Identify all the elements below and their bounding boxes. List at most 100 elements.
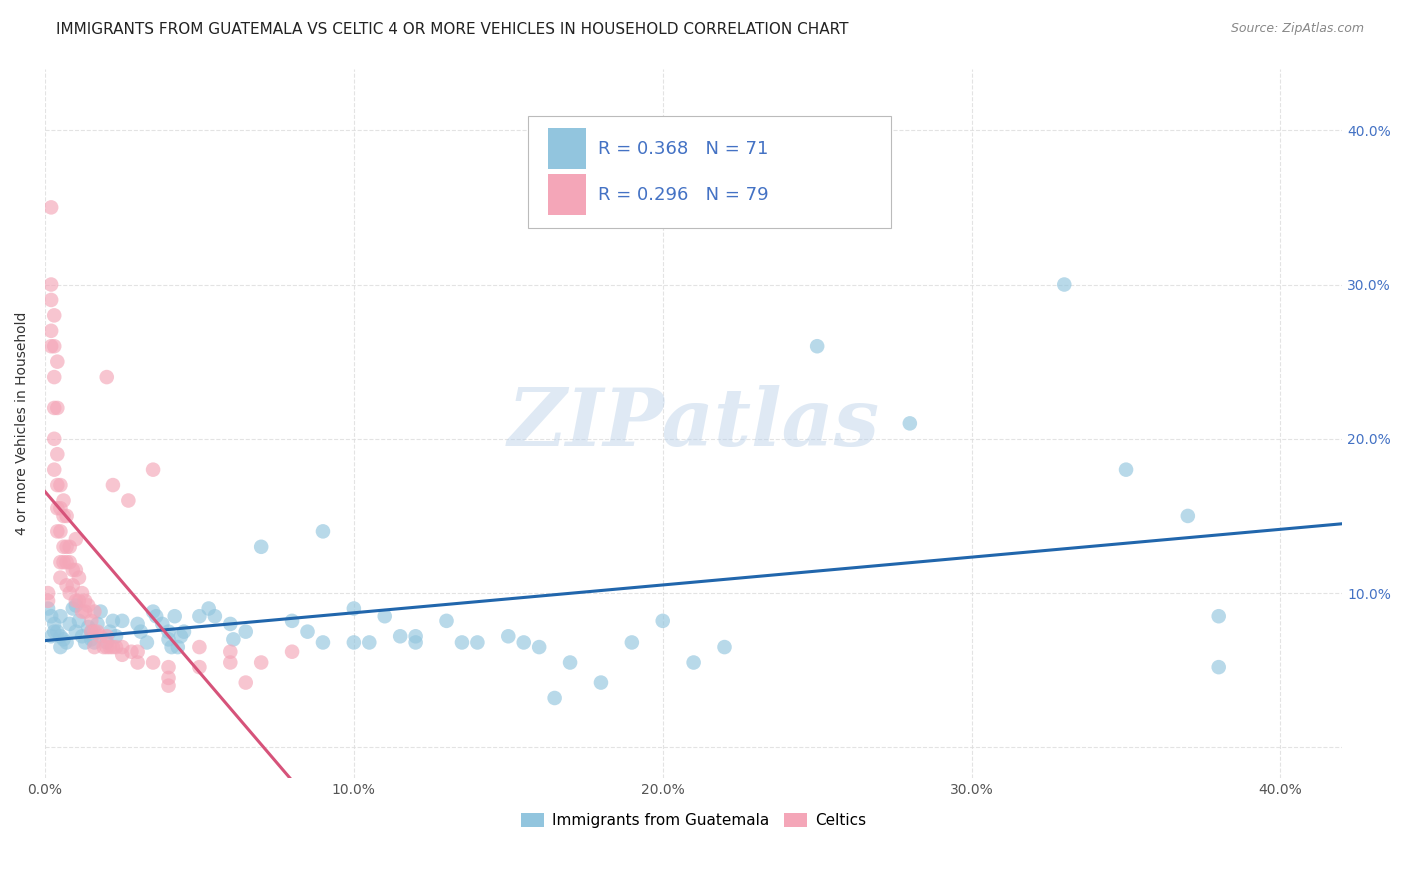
- Point: [46, 524, 69, 539]
- Point: [80, 624, 103, 639]
- Point: [101, 614, 124, 628]
- Point: [129, 624, 152, 639]
- Point: [467, 635, 489, 649]
- Point: [589, 675, 612, 690]
- Point: [204, 609, 226, 624]
- Point: [142, 605, 165, 619]
- Point: [75, 605, 97, 619]
- Point: [135, 635, 157, 649]
- Point: [96, 629, 118, 643]
- Point: [70, 629, 93, 643]
- Point: [543, 691, 565, 706]
- Point: [49, 478, 72, 492]
- Point: [127, 656, 149, 670]
- Point: [713, 640, 735, 654]
- Point: [65, 563, 87, 577]
- Point: [59, 586, 82, 600]
- Point: [52, 555, 75, 569]
- Point: [343, 601, 366, 615]
- Point: [157, 660, 180, 674]
- Point: [343, 635, 366, 649]
- Point: [157, 671, 180, 685]
- Point: [1177, 508, 1199, 523]
- Point: [188, 660, 211, 674]
- Point: [80, 632, 103, 647]
- Point: [188, 640, 211, 654]
- Point: [105, 629, 128, 643]
- Point: [90, 605, 112, 619]
- Point: [160, 640, 183, 654]
- Point: [111, 648, 134, 662]
- Point: [281, 645, 304, 659]
- Point: [145, 609, 167, 624]
- Point: [44, 432, 66, 446]
- Point: [620, 635, 643, 649]
- Point: [46, 478, 69, 492]
- Point: [44, 309, 66, 323]
- Point: [49, 640, 72, 654]
- Y-axis label: 4 or more Vehicles in Household: 4 or more Vehicles in Household: [15, 311, 30, 535]
- Point: [96, 370, 118, 384]
- Point: [157, 679, 180, 693]
- Point: [142, 656, 165, 670]
- Point: [52, 540, 75, 554]
- Point: [281, 614, 304, 628]
- Point: [46, 501, 69, 516]
- Point: [86, 616, 108, 631]
- Point: [405, 635, 427, 649]
- Text: R = 0.296   N = 79: R = 0.296 N = 79: [598, 186, 769, 204]
- Point: [96, 635, 118, 649]
- Point: [62, 601, 84, 615]
- Point: [173, 624, 195, 639]
- Point: [98, 640, 121, 654]
- Point: [39, 324, 62, 338]
- Point: [52, 508, 75, 523]
- Point: [197, 601, 219, 615]
- Point: [59, 540, 82, 554]
- Text: Source: ZipAtlas.com: Source: ZipAtlas.com: [1230, 22, 1364, 36]
- Point: [59, 616, 82, 631]
- Point: [111, 614, 134, 628]
- Point: [142, 463, 165, 477]
- Point: [65, 532, 87, 546]
- Point: [46, 401, 69, 415]
- Point: [39, 339, 62, 353]
- Point: [127, 645, 149, 659]
- Point: [436, 614, 458, 628]
- Point: [39, 629, 62, 643]
- Point: [37, 594, 59, 608]
- Point: [52, 632, 75, 647]
- Point: [62, 563, 84, 577]
- Point: [1208, 609, 1230, 624]
- Point: [512, 635, 534, 649]
- Point: [65, 599, 87, 613]
- Point: [101, 640, 124, 654]
- Point: [83, 605, 105, 619]
- Point: [44, 370, 66, 384]
- Point: [49, 555, 72, 569]
- Point: [222, 632, 245, 647]
- Point: [127, 616, 149, 631]
- Point: [157, 624, 180, 639]
- Point: [39, 277, 62, 292]
- Point: [389, 629, 412, 643]
- Point: [55, 578, 77, 592]
- Point: [49, 609, 72, 624]
- Point: [55, 540, 77, 554]
- Point: [39, 609, 62, 624]
- Point: [46, 624, 69, 639]
- Point: [75, 594, 97, 608]
- Point: [37, 586, 59, 600]
- Point: [359, 635, 381, 649]
- Point: [39, 293, 62, 307]
- Point: [93, 640, 115, 654]
- Point: [77, 620, 100, 634]
- Point: [49, 629, 72, 643]
- Point: [150, 616, 173, 631]
- Point: [67, 571, 90, 585]
- Point: [235, 675, 257, 690]
- Point: [59, 555, 82, 569]
- Point: [44, 339, 66, 353]
- Point: [105, 640, 128, 654]
- Point: [46, 354, 69, 368]
